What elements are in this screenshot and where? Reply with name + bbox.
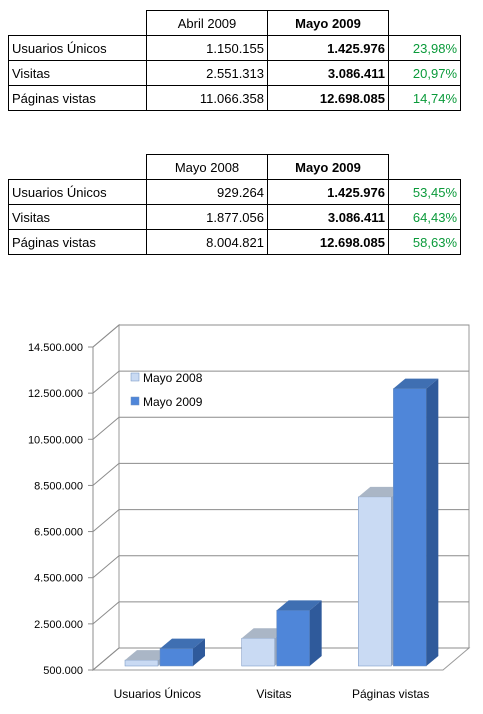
- header-prev: Mayo 2008: [146, 154, 268, 180]
- bar-side: [426, 378, 439, 666]
- table-header-row: Abril 2009 Mayo 2009: [9, 10, 461, 36]
- gridline: [92, 370, 469, 394]
- bar-chart: 500.000 2.500.000 4.500.000 6.500.000 8.500.…: [28, 323, 471, 701]
- row-curr-value: 1.425.976: [267, 179, 389, 205]
- row-label: Visitas: [8, 204, 147, 230]
- gridline: [92, 555, 469, 579]
- y-tick-label: 500.000: [43, 665, 83, 677]
- row-change: 14,74%: [388, 85, 461, 111]
- row-label: Usuarios Únicos: [8, 35, 147, 61]
- header-curr: Mayo 2009: [267, 154, 389, 180]
- bar-top: [160, 638, 205, 649]
- y-tick-label: 4.500.000: [34, 573, 83, 585]
- y-tick-label: 2.500.000: [34, 619, 83, 631]
- bar-front: [358, 496, 392, 667]
- table-row: Usuarios Únicos 1.150.155 1.425.976 23,9…: [8, 35, 461, 61]
- gridline: [92, 601, 469, 625]
- bar-front: [276, 610, 310, 667]
- bar-front: [241, 637, 275, 667]
- gridline: [92, 462, 469, 486]
- bar-top: [393, 378, 439, 389]
- comparison-table-abril-mayo-2009: Abril 2009 Mayo 2009 Usuarios Únicos 1.1…: [8, 10, 461, 111]
- bar-front: [393, 388, 427, 667]
- bar-top: [276, 600, 322, 611]
- y-tick-label: 14.500.000: [28, 342, 83, 354]
- row-curr-value: 3.086.411: [267, 60, 389, 86]
- row-label: Páginas vistas: [8, 85, 147, 111]
- y-tick-label: 8.500.000: [34, 480, 83, 492]
- header-empty-cell: [9, 155, 147, 180]
- table-row: Páginas vistas 8.004.821 12.698.085 58,6…: [8, 229, 461, 255]
- row-change: 58,63%: [388, 229, 461, 255]
- table-header-row: Mayo 2008 Mayo 2009: [9, 154, 461, 180]
- row-label: Páginas vistas: [8, 229, 147, 255]
- legend-entry: Mayo 2008: [143, 371, 203, 385]
- header-empty-cell: [389, 155, 461, 180]
- gridline: [92, 647, 469, 671]
- table-row: Páginas vistas 11.066.358 12.698.085 14,…: [8, 85, 461, 111]
- header-empty-cell: [9, 11, 147, 36]
- y-tick-label: 12.500.000: [28, 388, 83, 400]
- bar-side: [193, 638, 205, 666]
- x-tick-label: Usuarios Únicos: [114, 686, 201, 701]
- row-prev-value: 2.551.313: [146, 60, 268, 86]
- row-label: Usuarios Únicos: [8, 179, 147, 205]
- legend-entry: Mayo 2009: [143, 395, 203, 409]
- row-curr-value: 12.698.085: [267, 229, 389, 255]
- header-prev: Abril 2009: [146, 10, 268, 36]
- x-tick-label: Visitas: [256, 687, 291, 701]
- chart-side-wall: [92, 323, 120, 672]
- y-tick-label: 6.500.000: [34, 527, 83, 539]
- bar-top: [125, 650, 170, 661]
- bar-top: [241, 628, 287, 639]
- table-row: Usuarios Únicos 929.264 1.425.976 53,45%: [8, 179, 461, 205]
- row-prev-value: 11.066.358: [146, 85, 268, 111]
- legend-swatch: [130, 372, 140, 382]
- row-prev-value: 1.150.155: [146, 35, 268, 61]
- row-prev-value: 1.877.056: [146, 204, 268, 230]
- header-empty-cell: [389, 11, 461, 36]
- bar-side: [309, 600, 322, 666]
- table-row: Visitas 2.551.313 3.086.411 20,97%: [8, 60, 461, 86]
- bar-top: [358, 486, 404, 497]
- x-tick-label: Páginas vistas: [352, 687, 429, 701]
- y-tick-label: 10.500.000: [28, 434, 83, 446]
- row-prev-value: 929.264: [146, 179, 268, 205]
- comparison-table-mayo-2008-2009: Mayo 2008 Mayo 2009 Usuarios Únicos 929.…: [8, 154, 461, 255]
- row-curr-value: 12.698.085: [267, 85, 389, 111]
- bar-front: [124, 659, 159, 667]
- row-change: 53,45%: [388, 179, 461, 205]
- row-change: 23,98%: [388, 35, 461, 61]
- bar-front: [159, 648, 194, 667]
- legend-swatch: [130, 396, 140, 406]
- gridline: [92, 416, 469, 440]
- header-curr: Mayo 2009: [267, 10, 389, 36]
- row-prev-value: 8.004.821: [146, 229, 268, 255]
- row-change: 64,43%: [388, 204, 461, 230]
- row-curr-value: 1.425.976: [267, 35, 389, 61]
- row-change: 20,97%: [388, 60, 461, 86]
- row-curr-value: 3.086.411: [267, 204, 389, 230]
- row-label: Visitas: [8, 60, 147, 86]
- gridline: [92, 324, 469, 348]
- table-row: Visitas 1.877.056 3.086.411 64,43%: [8, 204, 461, 230]
- gridline: [92, 509, 469, 532]
